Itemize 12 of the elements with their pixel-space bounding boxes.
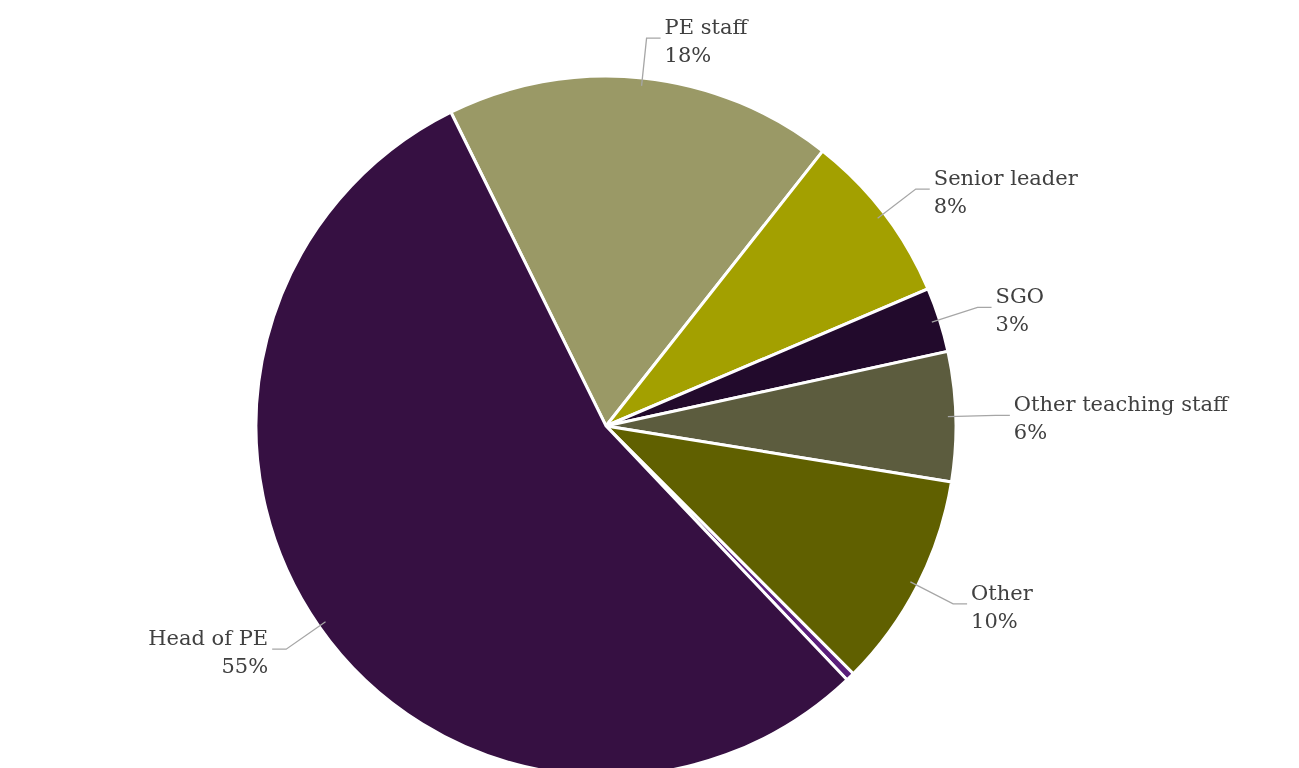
slice-label: PE staff: [664, 15, 750, 40]
slice-label: Other teaching staff: [1013, 392, 1230, 417]
data-label: 3%: [995, 312, 1029, 337]
data-label: 10%: [971, 608, 1018, 633]
slice-label: Other: [971, 580, 1034, 605]
slice-label: Senior leader: [933, 166, 1079, 191]
data-label: 8%: [933, 194, 968, 219]
data-label: 18%: [664, 43, 712, 68]
slice-label: SGO: [995, 284, 1044, 309]
data-label: 6%: [1013, 420, 1048, 445]
slice-label: Head of PE: [148, 626, 269, 651]
data-label: 55%: [221, 654, 269, 679]
